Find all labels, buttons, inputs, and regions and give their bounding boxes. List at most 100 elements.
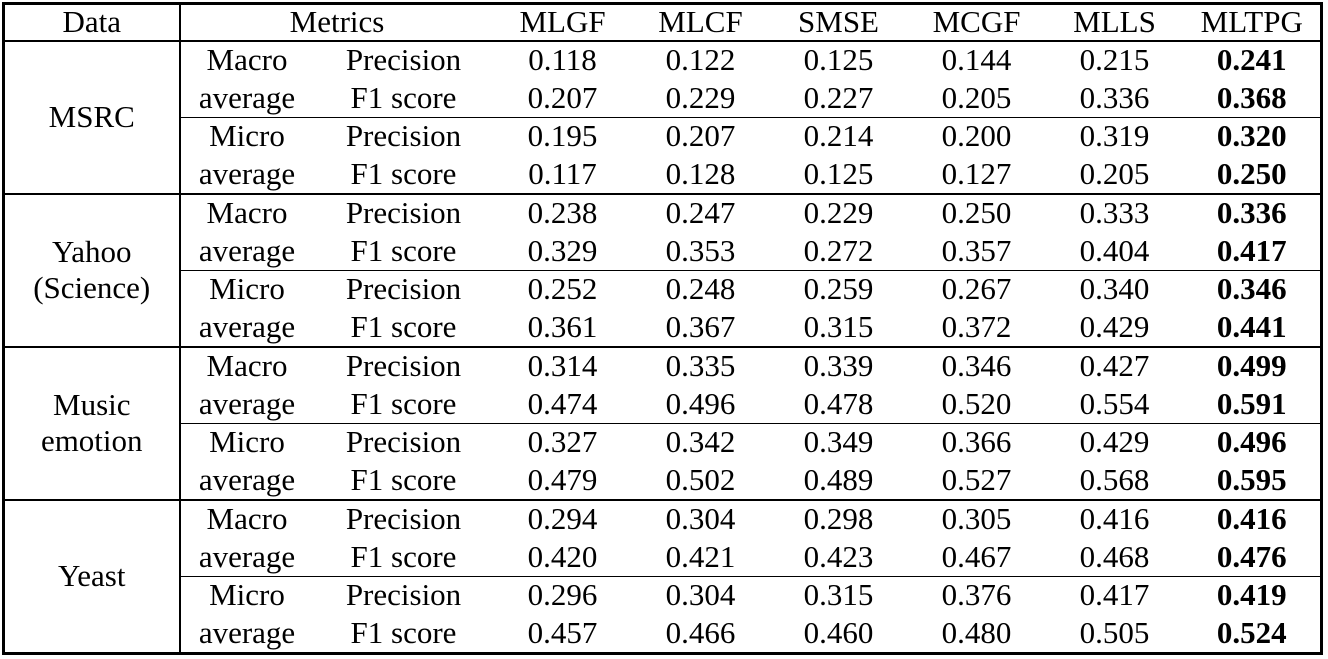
value-cell: 0.520 (941, 385, 1012, 421)
value-cell: 0.346 (1183, 269, 1322, 309)
metric-name-cell: Precision (313, 575, 494, 615)
dataset-cell: MSRC (3, 40, 181, 194)
dataset-cell: Yahoo (Science) (3, 192, 181, 347)
metric-name-cell: F1 score (350, 538, 457, 574)
col-header-method: SMSE (769, 3, 908, 42)
value-cell: 0.527 (941, 461, 1012, 497)
value-cell: 0.591 (1216, 385, 1287, 421)
col-header-method: MLCF (631, 3, 770, 42)
table-row: Music emotion Macro Precision 0.314 0.335 0.3… (3, 345, 1322, 500)
value-cell: 0.366 (907, 422, 1046, 462)
value-cell: 0.499 (1183, 345, 1322, 386)
value-cell: 0.417 (1045, 575, 1184, 615)
table-row: Micro Precision 0.296 0.304 0.315 0.376 0.417 0… (4, 575, 1322, 615)
value-cell: 0.502 (665, 461, 736, 497)
table-row: Yeast Macro Precision 0.294 0.304 0.298 0.305 0… (3, 498, 1322, 654)
col-header-method: MLLS (1045, 3, 1184, 42)
value-cell: 0.247 (631, 192, 770, 233)
value-cell: 0.457 (527, 614, 598, 650)
value-cell: 0.420 (527, 538, 598, 574)
value-cell: 0.595 (1216, 461, 1287, 497)
value-cell: 0.296 (493, 575, 632, 615)
value-cell: 0.214 (769, 116, 908, 156)
dataset-cell: Yeast (3, 498, 181, 654)
col-header-method: MLGF (493, 3, 632, 42)
value-cell: 0.416 (1183, 498, 1322, 539)
average-group-cell: average (198, 232, 296, 268)
value-cell: 0.336 (1079, 79, 1150, 115)
value-cell: 0.429 (1079, 308, 1150, 344)
value-cell: 0.205 (1079, 155, 1150, 191)
value-cell: 0.441 (1216, 308, 1287, 344)
table-row: MSRC Macro Precision 0.118 0.122 0.125 0.144 0.… (3, 40, 1322, 194)
table-row: average F1 score 0.361 0.367 0.315 0.372 0.429… (4, 308, 1322, 347)
value-cell: 0.496 (1183, 422, 1322, 462)
value-cell: 0.357 (941, 232, 1012, 268)
metric-name-cell: Precision (313, 498, 494, 539)
value-cell: 0.229 (665, 79, 736, 115)
header-row: Data Metrics MLGF MLCF SMSE MCGF MLLS ML… (3, 3, 1322, 42)
table-row: average F1 score 0.479 0.502 0.489 0.527 0.568… (4, 461, 1322, 500)
col-header-data: Data (3, 3, 181, 42)
value-cell: 0.333 (1045, 192, 1184, 233)
value-cell: 0.215 (1045, 40, 1184, 80)
metric-name-cell: Precision (313, 116, 494, 156)
average-group-cell: average (198, 79, 296, 115)
value-cell: 0.207 (527, 79, 598, 115)
value-cell: 0.229 (769, 192, 908, 233)
table-row: average F1 score 0.117 0.128 0.125 0.127 0.205… (4, 155, 1322, 194)
table-row: Yahoo (Science) Macro Precision 0.238 0.247 0… (3, 192, 1322, 347)
value-cell: 0.252 (493, 269, 632, 309)
value-cell: 0.250 (907, 192, 1046, 233)
value-cell: 0.335 (631, 345, 770, 386)
value-cell: 0.200 (907, 116, 1046, 156)
metric-name-cell: Precision (313, 192, 494, 233)
value-cell: 0.122 (631, 40, 770, 80)
metric-name-cell: F1 score (350, 461, 457, 497)
value-cell: 0.128 (665, 155, 736, 191)
value-cell: 0.195 (493, 116, 632, 156)
average-group-cell: average (198, 538, 296, 574)
value-cell: 0.125 (769, 40, 908, 80)
table-row: average F1 score 0.207 0.229 0.227 0.205 0.336… (4, 80, 1322, 118)
col-header-metrics: Metrics (179, 3, 494, 42)
value-cell: 0.117 (528, 155, 597, 191)
average-group-cell: Micro (179, 116, 314, 156)
average-group-cell: Micro (179, 269, 314, 309)
value-cell: 0.419 (1183, 575, 1322, 615)
average-group-cell: Macro (179, 192, 314, 233)
value-cell: 0.466 (665, 614, 736, 650)
value-cell: 0.339 (769, 345, 908, 386)
value-cell: 0.417 (1216, 232, 1287, 268)
value-cell: 0.568 (1079, 461, 1150, 497)
average-group-cell: average (198, 614, 296, 650)
col-header-method: MLTPG (1183, 3, 1322, 42)
value-cell: 0.416 (1045, 498, 1184, 539)
average-group-cell: average (198, 155, 296, 191)
value-cell: 0.505 (1079, 614, 1150, 650)
value-cell: 0.304 (631, 575, 770, 615)
value-cell: 0.496 (665, 385, 736, 421)
average-group-cell: average (198, 308, 296, 344)
value-cell: 0.294 (493, 498, 632, 539)
value-cell: 0.305 (907, 498, 1046, 539)
value-cell: 0.118 (493, 40, 632, 80)
average-group-cell: Micro (179, 575, 314, 615)
average-group-cell: Macro (179, 40, 314, 80)
value-cell: 0.468 (1079, 538, 1150, 574)
table-row: Micro Precision 0.195 0.207 0.214 0.200 0.319 0… (4, 116, 1322, 156)
value-cell: 0.421 (665, 538, 736, 574)
value-cell: 0.361 (527, 308, 598, 344)
value-cell: 0.250 (1216, 155, 1287, 191)
value-cell: 0.342 (631, 422, 770, 462)
value-cell: 0.554 (1079, 385, 1150, 421)
value-cell: 0.524 (1216, 614, 1287, 650)
value-cell: 0.314 (493, 345, 632, 386)
value-cell: 0.340 (1045, 269, 1184, 309)
value-cell: 0.327 (493, 422, 632, 462)
value-cell: 0.241 (1183, 40, 1322, 80)
value-cell: 0.315 (803, 308, 874, 344)
value-cell: 0.404 (1079, 232, 1150, 268)
value-cell: 0.429 (1045, 422, 1184, 462)
